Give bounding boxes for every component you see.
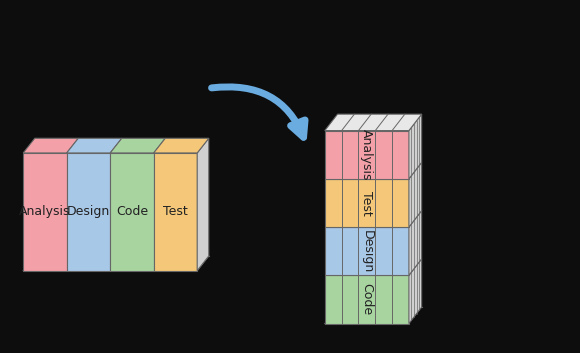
Polygon shape <box>110 138 165 153</box>
Polygon shape <box>325 227 409 275</box>
Polygon shape <box>67 153 110 271</box>
FancyArrowPatch shape <box>212 87 305 137</box>
Text: Code: Code <box>360 283 374 316</box>
Polygon shape <box>23 138 78 153</box>
Polygon shape <box>154 138 209 153</box>
Polygon shape <box>197 138 209 271</box>
Polygon shape <box>325 179 409 227</box>
Text: Analysis: Analysis <box>360 129 374 180</box>
Polygon shape <box>409 211 422 275</box>
Text: Analysis: Analysis <box>19 205 71 218</box>
Polygon shape <box>67 138 122 153</box>
Text: Test: Test <box>163 205 188 218</box>
Polygon shape <box>325 275 409 324</box>
Polygon shape <box>409 259 422 324</box>
Polygon shape <box>409 162 422 227</box>
Text: Design: Design <box>67 205 110 218</box>
Text: Design: Design <box>360 229 374 273</box>
Polygon shape <box>110 153 154 271</box>
Polygon shape <box>154 153 197 271</box>
Polygon shape <box>325 131 409 179</box>
Polygon shape <box>325 114 422 131</box>
Polygon shape <box>23 153 67 271</box>
Polygon shape <box>409 114 422 179</box>
Text: Test: Test <box>360 191 374 215</box>
Text: Code: Code <box>116 205 148 218</box>
